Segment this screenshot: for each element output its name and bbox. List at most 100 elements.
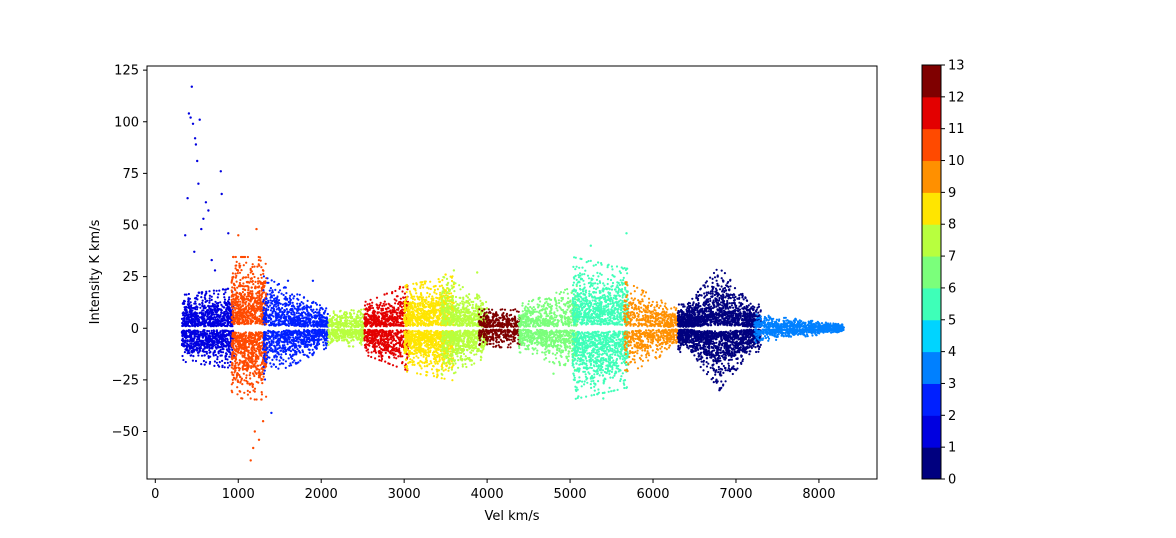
scatter-point [242, 338, 245, 341]
scatter-point [208, 334, 211, 337]
scatter-point [241, 346, 244, 349]
scatter-point [280, 292, 283, 295]
scatter-point [241, 361, 244, 364]
scatter-point [295, 362, 298, 365]
scatter-point [306, 310, 309, 313]
scatter-point [275, 319, 278, 322]
scatter-point [213, 340, 216, 344]
scatter-point [241, 321, 244, 324]
scatter-point [204, 332, 207, 335]
scatter-point [186, 340, 189, 343]
scatter-point [256, 286, 259, 289]
scatter-point [284, 332, 287, 335]
scatter-point [351, 315, 354, 319]
scatter-point [244, 311, 248, 314]
scatter-point [256, 300, 259, 304]
scatter-point [237, 351, 240, 354]
scatter-point [270, 342, 273, 345]
scatter-point [368, 302, 371, 305]
scatter-point [247, 365, 250, 368]
scatter-point [311, 316, 314, 319]
scatter-point [224, 357, 227, 361]
scatter-point [298, 293, 301, 296]
scatter-point [222, 306, 226, 309]
scatter-point [204, 300, 208, 303]
scatter-point [294, 324, 298, 327]
scatter-point [214, 300, 217, 303]
scatter-point [348, 319, 351, 322]
scatter-point [208, 290, 211, 293]
scatter-point [331, 337, 334, 340]
scatter-point [315, 347, 318, 350]
scatter-point [215, 332, 218, 335]
scatter-point [258, 376, 261, 379]
scatter-point [264, 300, 268, 303]
scatter-point [271, 332, 275, 335]
scatter-point [336, 332, 339, 335]
scatter-point [295, 339, 298, 342]
scatter-point [353, 325, 356, 328]
scatter-point [288, 341, 291, 344]
scatter-point [212, 292, 216, 295]
scatter-point [291, 318, 294, 321]
scatter-point [321, 331, 324, 335]
scatter-point [321, 335, 324, 338]
scatter-point [307, 348, 310, 351]
scatter-point [261, 292, 264, 295]
scatter-point [298, 302, 301, 305]
scatter-point [269, 293, 272, 296]
scatter-point [246, 281, 249, 284]
scatter-point [254, 366, 257, 369]
scatter-point [349, 329, 352, 332]
scatter-point [344, 314, 347, 317]
scatter-point [210, 295, 213, 298]
scatter-point [247, 345, 250, 349]
scatter-point [207, 343, 210, 346]
scatter-point [246, 382, 249, 385]
scatter-point [261, 269, 264, 272]
scatter-point [231, 277, 234, 280]
scatter-point [254, 297, 257, 300]
scatter-point [250, 277, 253, 280]
scatter-point [183, 312, 186, 315]
scatter-point [323, 348, 326, 351]
scatter-point [308, 332, 311, 335]
scatter-point [334, 325, 337, 328]
scatter-point [331, 322, 334, 325]
scatter-point [238, 361, 241, 364]
scatter-point [302, 332, 305, 335]
scatter-point [368, 336, 371, 339]
scatter-point [232, 282, 235, 285]
scatter-point [349, 326, 352, 329]
scatter-point [236, 372, 240, 375]
scatter-point [395, 357, 398, 360]
scatter-point [394, 289, 397, 293]
scatter-point [300, 342, 303, 345]
scatter-point [196, 322, 199, 325]
scatter-point [360, 312, 363, 315]
scatter-point [253, 363, 256, 366]
scatter-point [274, 312, 277, 315]
scatter-point [183, 300, 186, 303]
scatter-point [236, 320, 240, 323]
scatter-outlier [194, 143, 198, 146]
scatter-point [266, 277, 269, 280]
scatter-point [233, 306, 236, 309]
scatter-point [291, 334, 294, 337]
scatter-point [260, 309, 263, 312]
scatter-point [262, 365, 265, 368]
scatter-point [234, 367, 237, 370]
scatter-point [312, 323, 315, 327]
scatter-point [303, 305, 306, 308]
scatter-point [212, 332, 215, 335]
scatter-point [244, 319, 247, 322]
scatter-point [374, 357, 377, 360]
scatter-point [201, 350, 204, 353]
scatter-point [198, 303, 201, 306]
scatter-point [302, 335, 305, 338]
scatter-point [289, 301, 292, 304]
scatter-point [230, 290, 233, 294]
scatter-outlier [213, 269, 217, 272]
scatter-point [311, 328, 314, 331]
scatter-point [209, 360, 212, 364]
